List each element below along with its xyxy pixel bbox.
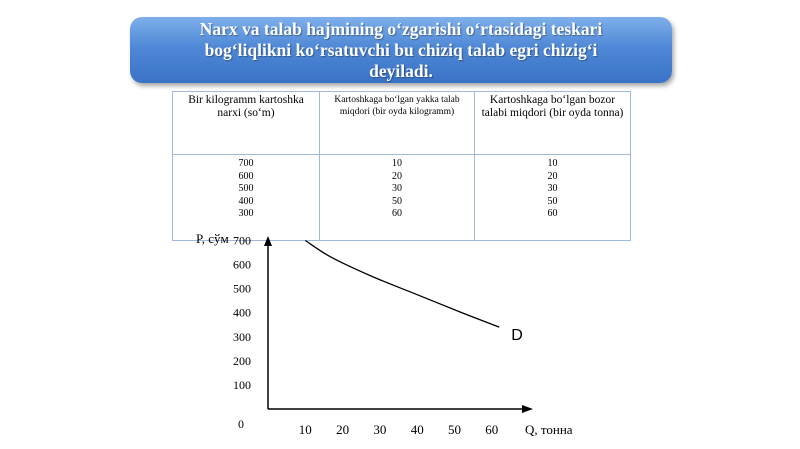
demand-curve-line — [304, 239, 500, 328]
table-cell: 400 — [238, 195, 254, 207]
demand-table: Bir kilogramm kartoshka narxi (so‘m) Kar… — [172, 91, 631, 241]
banner-line-1: Narx va talab hajmining o‘zgarishi o‘rta… — [199, 18, 603, 39]
x-tick-label: 30 — [373, 422, 386, 437]
table-cell: 500 — [238, 183, 254, 194]
table-data-row: 700 600 500 400 300 10 20 30 50 60 10 20… — [172, 154, 631, 241]
demand-curve-label: D — [511, 327, 523, 344]
title-banner: Narx va talab hajmining o‘zgarishi o‘rta… — [130, 17, 672, 83]
x-tick-label: 10 — [299, 422, 312, 437]
table-cell: 60 — [392, 208, 402, 219]
header-market-demand: Kartoshkaga bo‘lgan bozor talabi miqdori… — [474, 91, 631, 155]
table-cell: 30 — [392, 183, 402, 194]
table-cell: 50 — [547, 195, 558, 207]
x-axis-arrow — [522, 405, 533, 413]
x-tick-label: 60 — [485, 422, 498, 437]
x-axis-label: Q, тонна — [525, 422, 573, 437]
banner-line-2: bog‘liqlikni ko‘rsatuvchi bu chiziq tala… — [204, 39, 598, 60]
table-cell: 50 — [392, 195, 402, 207]
y-tick-label: 400 — [233, 306, 251, 320]
y-axis-arrow — [264, 236, 272, 246]
table-cell: 20 — [392, 170, 402, 182]
x-tick-label: 20 — [336, 422, 349, 437]
table-cell: 600 — [238, 170, 254, 182]
y-axis-label: P, сўм — [196, 231, 229, 246]
origin-label: 0 — [238, 417, 244, 431]
table-cell: 30 — [547, 183, 558, 194]
y-tick-label: 500 — [233, 282, 251, 296]
table-cell: 20 — [547, 170, 558, 182]
individual-demand-column: 10 20 30 50 60 — [319, 154, 475, 241]
y-tick-label: 200 — [233, 354, 251, 368]
table-header-row: Bir kilogramm kartoshka narxi (so‘m) Kar… — [172, 91, 631, 155]
table-cell: 10 — [392, 158, 402, 169]
y-tick-label: 100 — [233, 378, 251, 392]
x-tick-label: 50 — [448, 422, 461, 437]
x-tick-label: 40 — [411, 422, 424, 437]
table-cell: 300 — [238, 208, 254, 219]
y-tick-label: 700 — [233, 234, 251, 248]
market-demand-column: 10 20 30 50 60 — [474, 154, 631, 241]
table-cell: 10 — [547, 158, 558, 169]
table-cell: 700 — [238, 158, 254, 169]
y-tick-label: 600 — [233, 258, 251, 272]
x-tick-labels: 10 20 30 40 50 60 — [299, 422, 499, 437]
y-tick-label: 300 — [233, 330, 251, 344]
y-tick-labels: 100 200 300 400 500 600 700 — [233, 234, 251, 392]
banner-text: Narx va talab hajmining o‘zgarishi o‘rta… — [151, 19, 651, 82]
table-cell: 60 — [547, 208, 558, 219]
header-price: Bir kilogramm kartoshka narxi (so‘m) — [172, 91, 320, 155]
banner-line-3: deyiladi. — [369, 60, 433, 81]
